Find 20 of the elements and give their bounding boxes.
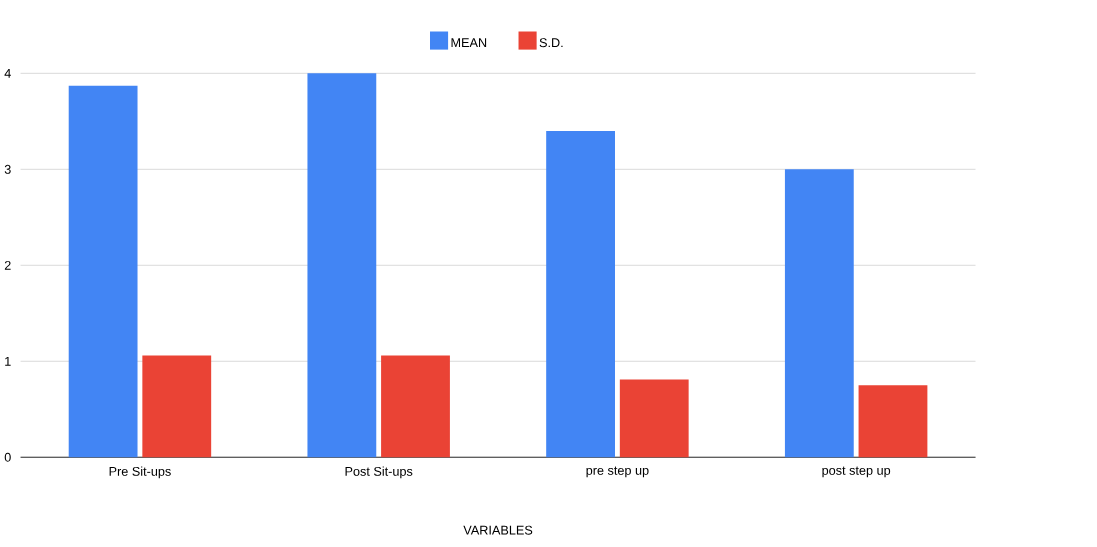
- bar: [546, 130, 615, 458]
- y-tick-label: 2: [4, 260, 11, 270]
- bar: [307, 73, 377, 458]
- x-tick-label: pre step up: [586, 466, 649, 478]
- x-tick-label: Pre Sit-ups: [109, 466, 171, 479]
- y-tick-label: 3: [4, 164, 11, 174]
- bar: [619, 379, 689, 458]
- x-axis-title: VARIABLES: [463, 525, 533, 535]
- legend-label: S.D.: [539, 38, 563, 48]
- bar: [142, 355, 212, 458]
- legend-label: MEAN: [451, 38, 487, 48]
- bar: [381, 355, 450, 458]
- y-tick-label: 4: [4, 69, 11, 78]
- x-tick-label: Post Sit-ups: [345, 466, 413, 479]
- bar: [68, 85, 138, 458]
- bar: [784, 169, 854, 458]
- y-tick-label: 0: [4, 452, 11, 462]
- y-tick-label: 1: [5, 356, 11, 366]
- bar: [858, 385, 928, 458]
- x-tick-label: post step up: [822, 466, 891, 478]
